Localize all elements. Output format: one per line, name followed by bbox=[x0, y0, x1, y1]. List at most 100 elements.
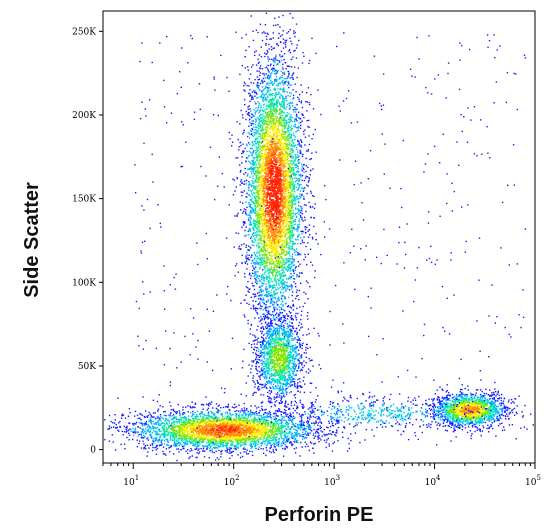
data-point bbox=[249, 176, 251, 178]
data-point bbox=[262, 201, 265, 203]
data-point bbox=[275, 199, 278, 201]
data-point bbox=[297, 96, 299, 99]
data-point bbox=[245, 49, 247, 52]
data-point bbox=[286, 152, 289, 154]
data-point bbox=[264, 268, 266, 270]
data-point bbox=[301, 209, 303, 212]
data-point bbox=[292, 132, 294, 134]
data-point bbox=[277, 296, 280, 299]
data-point bbox=[267, 160, 269, 162]
data-point bbox=[260, 130, 263, 132]
data-point bbox=[286, 315, 289, 317]
data-point bbox=[287, 186, 289, 188]
data-point bbox=[303, 179, 306, 182]
data-point bbox=[274, 200, 276, 202]
data-point bbox=[271, 154, 273, 156]
data-point bbox=[281, 243, 284, 245]
data-point bbox=[271, 226, 273, 229]
data-point bbox=[268, 263, 271, 265]
data-point bbox=[279, 170, 281, 173]
data-point bbox=[296, 248, 298, 250]
data-point bbox=[250, 185, 253, 187]
population-1 bbox=[227, 12, 326, 425]
data-point bbox=[259, 254, 261, 256]
data-point bbox=[241, 65, 244, 67]
data-point bbox=[245, 183, 247, 185]
data-point bbox=[299, 197, 301, 199]
data-point bbox=[276, 159, 279, 161]
data-point bbox=[304, 253, 306, 256]
data-point bbox=[256, 280, 259, 283]
data-point bbox=[286, 204, 289, 207]
data-point bbox=[270, 278, 273, 280]
data-point bbox=[297, 253, 300, 255]
data-point bbox=[292, 212, 295, 214]
data-point bbox=[278, 159, 280, 161]
data-point bbox=[272, 297, 274, 299]
data-point bbox=[284, 180, 287, 182]
data-point bbox=[269, 240, 271, 242]
data-point bbox=[291, 134, 293, 136]
data-point bbox=[254, 180, 256, 182]
data-point bbox=[251, 116, 253, 119]
data-point bbox=[309, 382, 311, 384]
data-point bbox=[277, 260, 279, 263]
data-point bbox=[284, 281, 286, 283]
data-point bbox=[303, 133, 305, 135]
data-point bbox=[254, 162, 256, 165]
data-point bbox=[250, 110, 252, 112]
data-point bbox=[291, 74, 293, 77]
data-point bbox=[275, 247, 277, 250]
data-point bbox=[267, 220, 270, 223]
data-point bbox=[260, 104, 262, 107]
data-point bbox=[254, 211, 256, 213]
data-point bbox=[267, 295, 269, 297]
data-point bbox=[274, 191, 277, 193]
data-point bbox=[266, 162, 269, 164]
data-point bbox=[278, 164, 281, 166]
data-point bbox=[285, 193, 287, 195]
data-point bbox=[290, 307, 292, 309]
data-point bbox=[251, 282, 253, 285]
data-point bbox=[286, 270, 289, 272]
data-point bbox=[294, 119, 296, 121]
data-point bbox=[257, 298, 260, 300]
data-point bbox=[267, 100, 269, 103]
data-point bbox=[272, 109, 274, 111]
data-point bbox=[263, 194, 265, 196]
data-point bbox=[278, 139, 280, 141]
data-point bbox=[293, 134, 295, 136]
data-point bbox=[287, 133, 289, 136]
data-point bbox=[304, 136, 307, 138]
data-point bbox=[292, 94, 295, 97]
data-point bbox=[278, 132, 280, 134]
data-point bbox=[275, 164, 277, 166]
data-point bbox=[314, 276, 316, 279]
data-point bbox=[293, 195, 295, 197]
data-point bbox=[291, 248, 294, 250]
data-point bbox=[293, 183, 296, 186]
data-point bbox=[274, 225, 276, 227]
data-point bbox=[255, 92, 257, 94]
data-point bbox=[276, 121, 278, 124]
data-point bbox=[257, 191, 260, 193]
data-point bbox=[275, 317, 278, 319]
data-point bbox=[262, 183, 264, 186]
data-point bbox=[282, 90, 284, 93]
data-point bbox=[294, 242, 296, 245]
data-point bbox=[265, 131, 267, 133]
data-point bbox=[281, 139, 283, 141]
data-point bbox=[282, 334, 284, 336]
data-point bbox=[290, 317, 292, 320]
data-point bbox=[281, 34, 283, 36]
data-point bbox=[279, 189, 281, 191]
data-point bbox=[249, 121, 251, 124]
data-point bbox=[265, 173, 267, 175]
data-point bbox=[311, 264, 314, 266]
data-point bbox=[285, 195, 288, 197]
data-point bbox=[260, 179, 262, 181]
data-point bbox=[294, 126, 297, 128]
data-point bbox=[281, 146, 284, 148]
data-point bbox=[285, 258, 287, 260]
data-point bbox=[260, 220, 263, 223]
